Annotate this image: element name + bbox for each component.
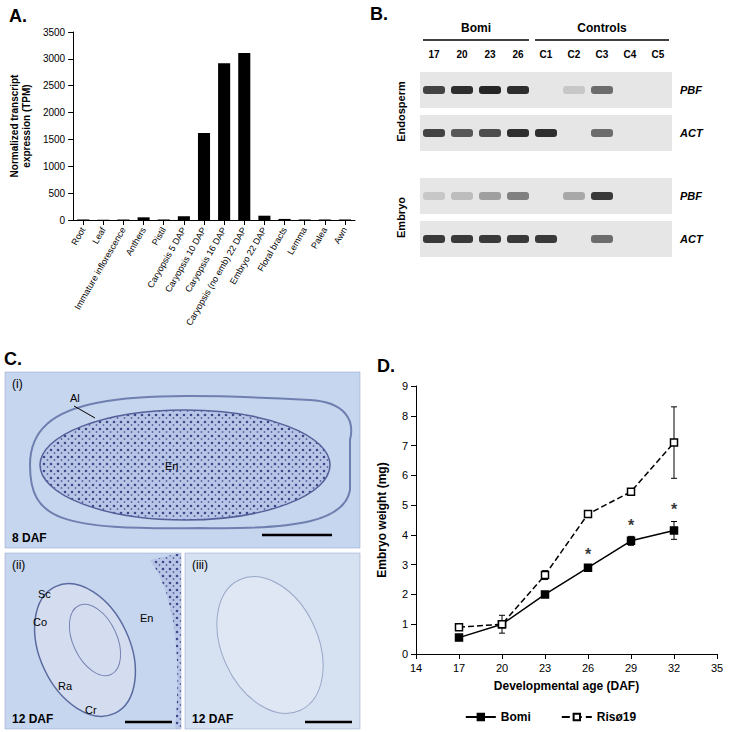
svg-text:35: 35: [711, 662, 723, 674]
svg-text:Sc: Sc: [38, 588, 51, 600]
svg-text:1500: 1500: [43, 134, 66, 145]
svg-text:Awn: Awn: [332, 225, 349, 245]
svg-text:9: 9: [402, 380, 408, 392]
svg-text:Palea: Palea: [309, 225, 329, 250]
svg-text:3: 3: [402, 559, 408, 571]
svg-text:*: *: [628, 517, 635, 534]
svg-text:29: 29: [625, 662, 637, 674]
svg-text:0: 0: [60, 215, 66, 226]
svg-text:Embryo: Embryo: [395, 197, 407, 238]
svg-text:6: 6: [402, 469, 408, 481]
svg-text:Lemma: Lemma: [285, 225, 309, 256]
svg-text:En: En: [165, 460, 178, 472]
svg-text:26: 26: [512, 49, 524, 60]
svg-text:20: 20: [496, 662, 508, 674]
svg-text:Floral bracts: Floral bracts: [255, 225, 289, 273]
svg-text:Embryo weight (mg): Embryo weight (mg): [375, 462, 389, 577]
svg-text:Co: Co: [33, 616, 47, 628]
svg-text:(i): (i): [12, 377, 23, 391]
svg-text:17: 17: [428, 49, 440, 60]
svg-text:3000: 3000: [43, 53, 66, 64]
svg-text:20: 20: [456, 49, 468, 60]
svg-text:1: 1: [402, 618, 408, 630]
svg-text:ACT: ACT: [679, 127, 704, 139]
svg-text:23: 23: [539, 662, 551, 674]
svg-text:A.: A.: [9, 6, 27, 26]
svg-text:C1: C1: [540, 49, 553, 60]
svg-text:2: 2: [402, 588, 408, 600]
svg-text:4: 4: [402, 529, 408, 541]
svg-text:3500: 3500: [43, 27, 66, 38]
svg-text:Ra: Ra: [58, 680, 73, 692]
svg-text:Embryo 22 DAP: Embryo 22 DAP: [227, 225, 269, 287]
svg-text:Risø19: Risø19: [597, 710, 637, 724]
svg-text:Anthers: Anthers: [124, 225, 148, 257]
svg-text:(ii): (ii): [12, 558, 25, 572]
svg-text:8: 8: [402, 410, 408, 422]
svg-text:Caryopsis (no emb) 22 DAP: Caryopsis (no emb) 22 DAP: [184, 225, 249, 328]
svg-text:B.: B.: [370, 4, 388, 24]
svg-text:Caryopsis 5 DAP: Caryopsis 5 DAP: [145, 225, 189, 290]
svg-text:Cr: Cr: [85, 704, 97, 716]
svg-text:C4: C4: [624, 49, 637, 60]
svg-text:26: 26: [582, 662, 594, 674]
svg-text:C2: C2: [568, 49, 581, 60]
svg-text:Root: Root: [69, 225, 87, 247]
svg-text:En: En: [140, 612, 153, 624]
svg-text:23: 23: [484, 49, 496, 60]
svg-text:ACT: ACT: [679, 233, 704, 245]
svg-text:expression (TPM): expression (TPM): [21, 84, 32, 167]
svg-text:*: *: [585, 546, 592, 563]
svg-text:1000: 1000: [43, 161, 66, 172]
svg-text:Bomi: Bomi: [461, 21, 491, 35]
svg-text:Pistil: Pistil: [150, 225, 168, 246]
svg-text:Endosperm: Endosperm: [395, 81, 407, 142]
svg-text:5: 5: [402, 499, 408, 511]
svg-text:PBF: PBF: [680, 84, 702, 96]
svg-text:D.: D.: [377, 356, 395, 376]
svg-text:32: 32: [668, 662, 680, 674]
svg-text:8 DAF: 8 DAF: [12, 531, 47, 545]
svg-text:*: *: [671, 501, 678, 518]
svg-text:17: 17: [453, 662, 465, 674]
svg-text:0: 0: [402, 648, 408, 660]
svg-text:Caryopsis 10 DAP: Caryopsis 10 DAP: [163, 225, 209, 295]
svg-text:C3: C3: [596, 49, 609, 60]
svg-text:C5: C5: [652, 49, 665, 60]
svg-text:Leaf: Leaf: [90, 225, 108, 246]
svg-text:Developmental age (DAF): Developmental age (DAF): [494, 679, 639, 693]
svg-text:Al: Al: [70, 392, 80, 404]
svg-text:Normalized transcript: Normalized transcript: [9, 74, 20, 177]
svg-text:C.: C.: [4, 349, 22, 369]
svg-text:500: 500: [48, 188, 65, 199]
svg-text:PBF: PBF: [680, 190, 702, 202]
svg-text:12 DAF: 12 DAF: [12, 712, 53, 726]
svg-text:14: 14: [410, 662, 422, 674]
svg-text:2000: 2000: [43, 107, 66, 118]
svg-text:Bomi: Bomi: [501, 710, 531, 724]
svg-text:Caryopsis 16 DAP: Caryopsis 16 DAP: [183, 225, 229, 295]
svg-text:(iii): (iii): [192, 558, 208, 572]
svg-text:Controls: Controls: [577, 21, 627, 35]
svg-text:12 DAF: 12 DAF: [192, 712, 233, 726]
svg-text:7: 7: [402, 440, 408, 452]
svg-text:Immature inflorescence: Immature inflorescence: [72, 225, 127, 311]
svg-text:2500: 2500: [43, 80, 66, 91]
